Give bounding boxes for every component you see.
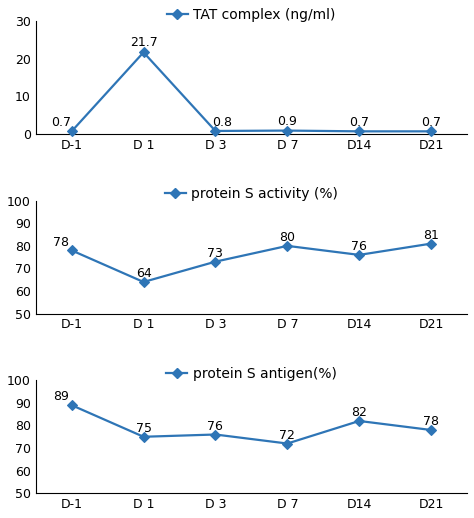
Text: 81: 81 (423, 229, 439, 242)
Text: 75: 75 (136, 422, 152, 435)
Text: 80: 80 (279, 231, 295, 244)
Text: 21.7: 21.7 (130, 36, 157, 49)
Text: 73: 73 (208, 247, 223, 260)
Legend: protein S antigen(%): protein S antigen(%) (166, 367, 337, 381)
Text: 0.7: 0.7 (349, 116, 369, 129)
Text: 78: 78 (423, 415, 439, 428)
Legend: TAT complex (ng/ml): TAT complex (ng/ml) (167, 8, 336, 22)
Text: 0.7: 0.7 (421, 116, 441, 129)
Text: 0.9: 0.9 (277, 116, 297, 128)
Text: 82: 82 (351, 406, 367, 419)
Text: 64: 64 (136, 267, 151, 280)
Text: 89: 89 (53, 391, 69, 404)
Text: 76: 76 (208, 420, 223, 433)
Text: 0.7: 0.7 (51, 116, 71, 129)
Text: 78: 78 (53, 236, 69, 249)
Text: 0.8: 0.8 (213, 116, 233, 128)
Text: 76: 76 (351, 240, 367, 253)
Legend: protein S activity (%): protein S activity (%) (165, 188, 338, 202)
Text: 72: 72 (279, 429, 295, 442)
